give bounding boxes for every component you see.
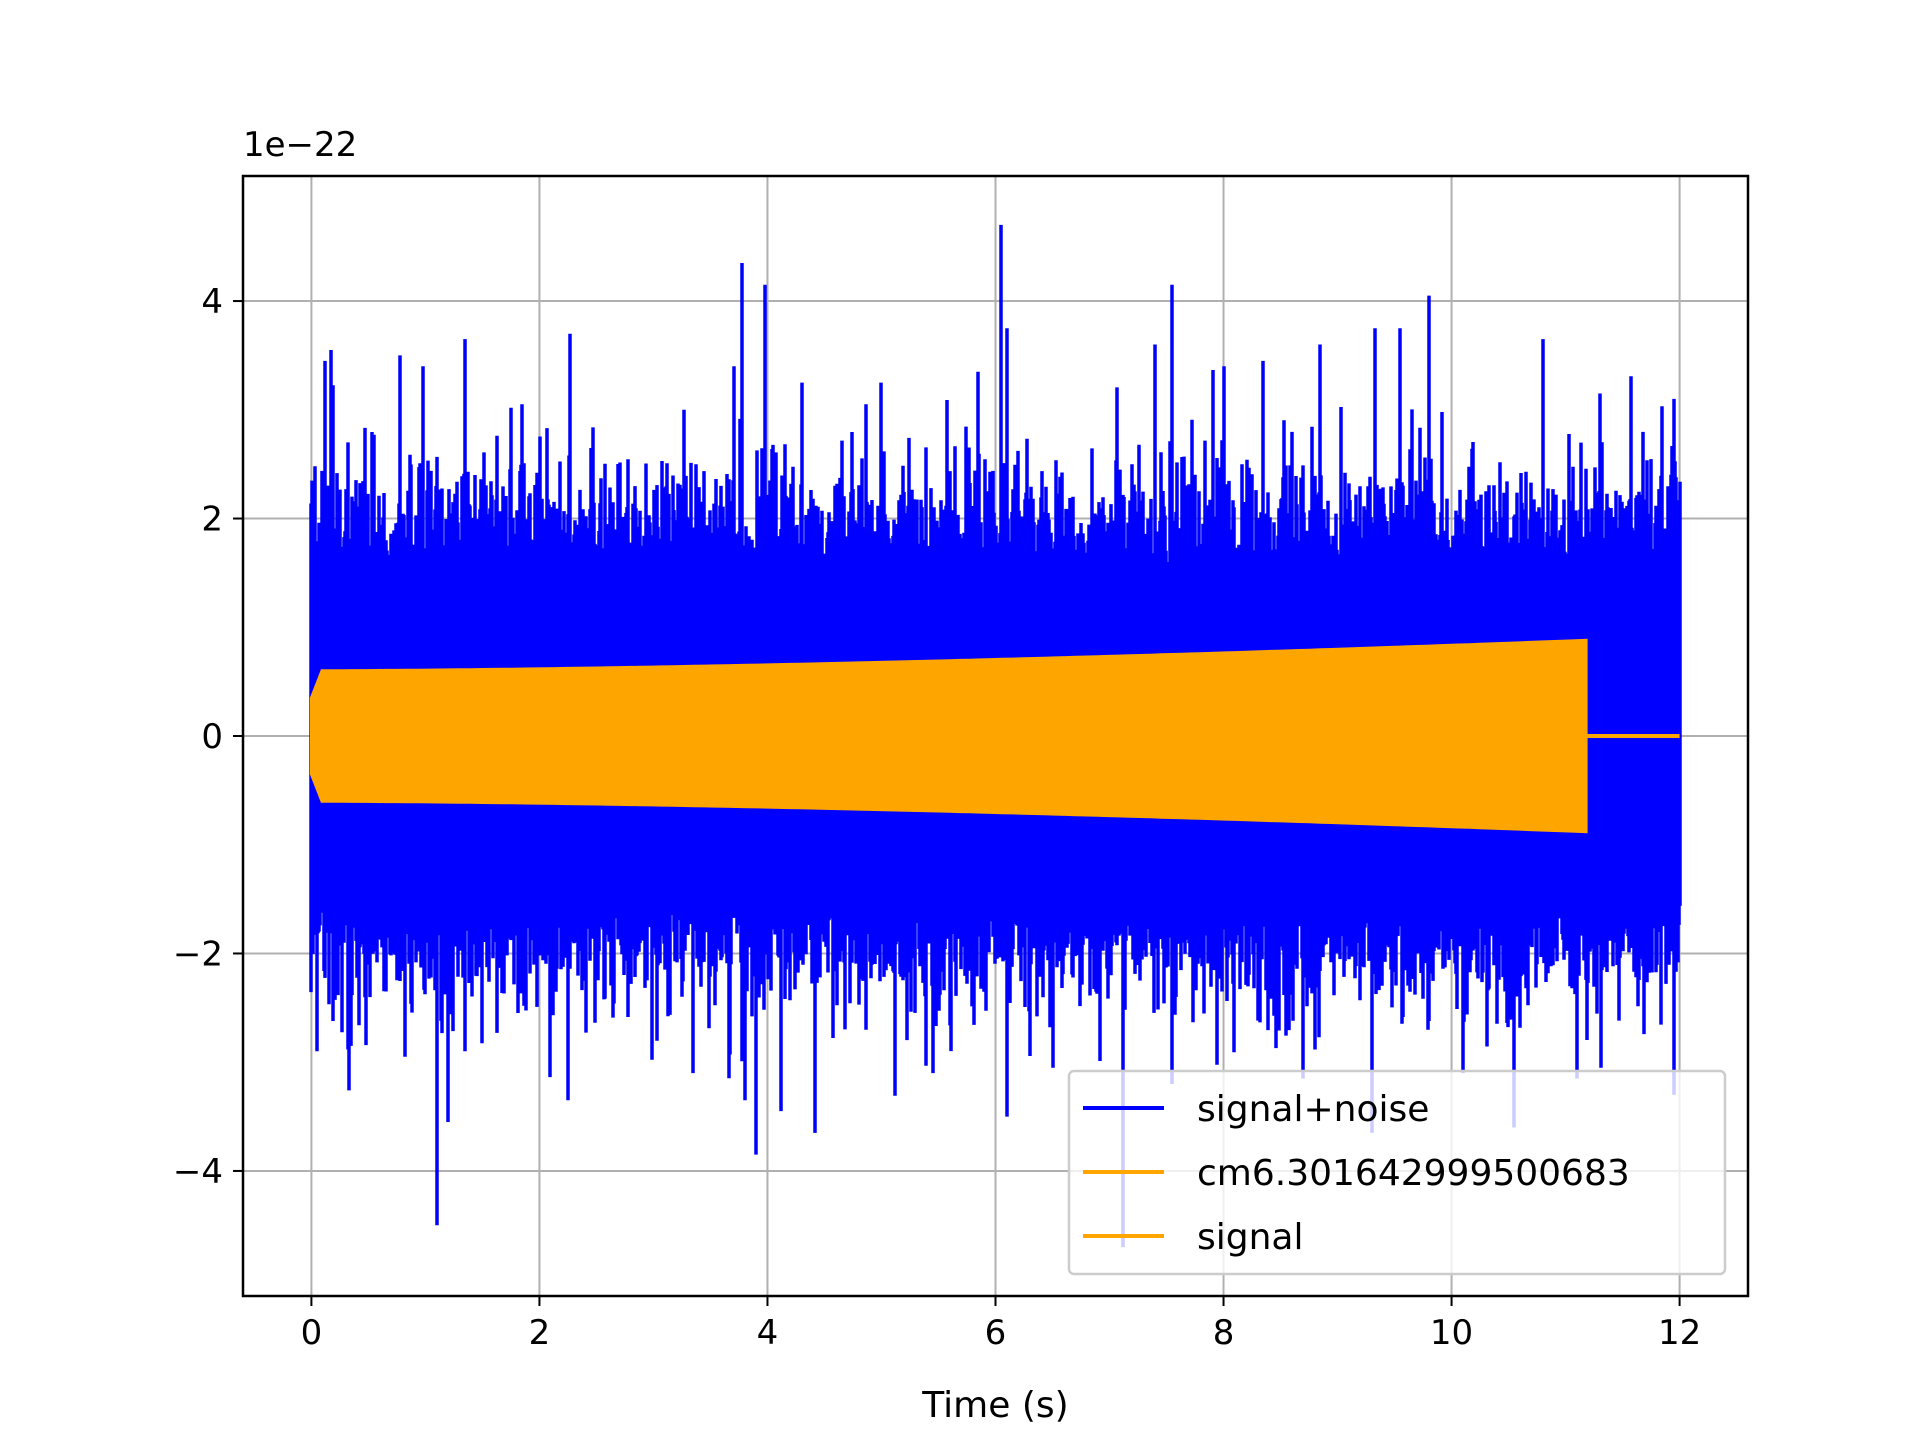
x-tick-label-0: 0 — [301, 1313, 323, 1353]
x-axis-label: Time (s) — [921, 1385, 1068, 1426]
legend: signal+noise cm6.301642999500683 signal — [1067, 1069, 1727, 1276]
axes: 0 2 4 6 8 10 12 −4 −2 0 2 4 — [173, 174, 1750, 1353]
x-tick-label-5: 10 — [1430, 1313, 1473, 1353]
y-axis-offset-text: 1e−22 — [243, 125, 357, 165]
legend-box — [1067, 1069, 1727, 1276]
legend-label-cm: cm6.301642999500683 — [1197, 1153, 1630, 1194]
legend-label-signal-plus-noise: signal+noise — [1197, 1089, 1429, 1130]
legend-label-signal: signal — [1197, 1217, 1304, 1258]
x-tick-label-6: 12 — [1658, 1313, 1701, 1353]
x-tick-label-1: 2 — [529, 1313, 551, 1353]
y-tick-label-1: −2 — [173, 934, 223, 974]
signal-chirp-envelope — [309, 638, 1588, 834]
x-tick-label-4: 8 — [1213, 1313, 1235, 1353]
y-tick-label-4: 4 — [201, 282, 223, 322]
y-tick-label-0: −4 — [173, 1152, 223, 1192]
x-tick-label-2: 4 — [757, 1313, 779, 1353]
y-tick-label-2: 0 — [201, 717, 223, 757]
x-tick-label-3: 6 — [985, 1313, 1007, 1353]
y-tick-label-3: 2 — [201, 500, 223, 540]
series-signal — [309, 638, 1680, 834]
